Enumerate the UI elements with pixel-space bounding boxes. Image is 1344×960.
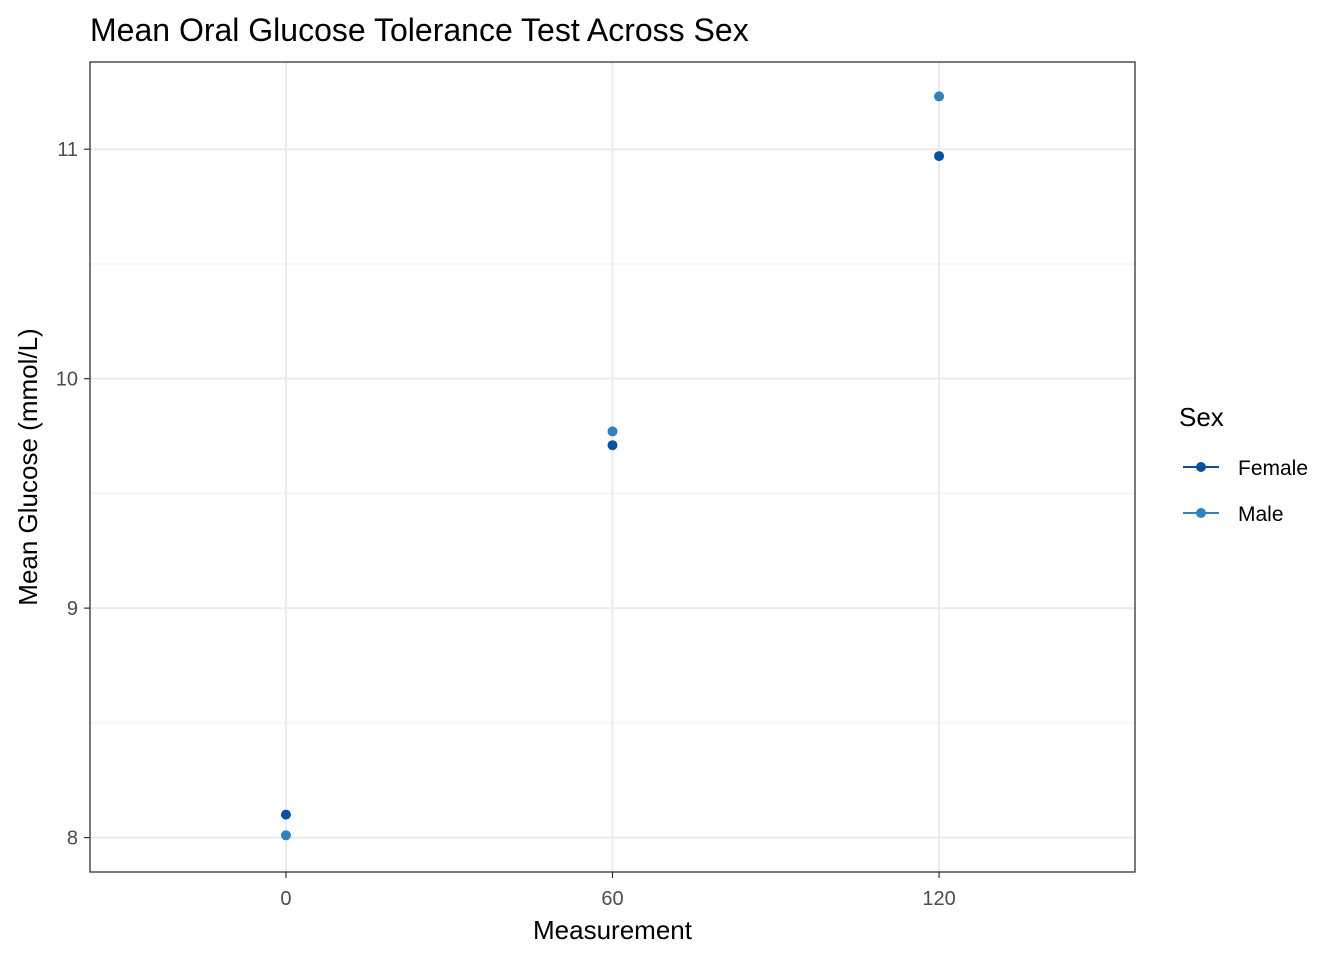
- y-axis: 8 9 10 11: [56, 139, 90, 850]
- y-axis-title: Mean Glucose (mmol/L): [13, 328, 43, 605]
- data-point-female: [934, 151, 945, 162]
- data-points: [280, 91, 945, 841]
- legend-key-point: [1196, 462, 1206, 472]
- legend-label: Female: [1238, 457, 1308, 480]
- legend-key-point: [1196, 508, 1206, 518]
- data-point-female: [607, 440, 618, 451]
- data-point-male: [280, 830, 291, 841]
- x-axis: 0 60 120: [280, 872, 956, 910]
- data-point-female: [280, 809, 291, 820]
- data-point-male: [934, 91, 945, 102]
- legend-title: Sex: [1179, 402, 1224, 432]
- data-point-male: [607, 426, 618, 437]
- plot-panel: [89, 61, 1136, 873]
- x-tick-label: 60: [601, 888, 623, 910]
- legend: Sex Female Male: [1179, 402, 1308, 526]
- y-tick-label: 11: [57, 139, 78, 161]
- y-tick-label: 10: [56, 369, 78, 391]
- x-axis-title: Measurement: [533, 915, 693, 945]
- y-tick-label: 8: [67, 828, 78, 850]
- x-tick-label: 0: [280, 888, 291, 910]
- major-grid: [90, 62, 1135, 872]
- chart-title: Mean Oral Glucose Tolerance Test Across …: [90, 12, 749, 48]
- y-tick-label: 9: [67, 598, 78, 620]
- legend-items: Female Male: [1183, 457, 1308, 526]
- x-tick-label: 120: [922, 888, 955, 910]
- legend-label: Male: [1238, 503, 1284, 526]
